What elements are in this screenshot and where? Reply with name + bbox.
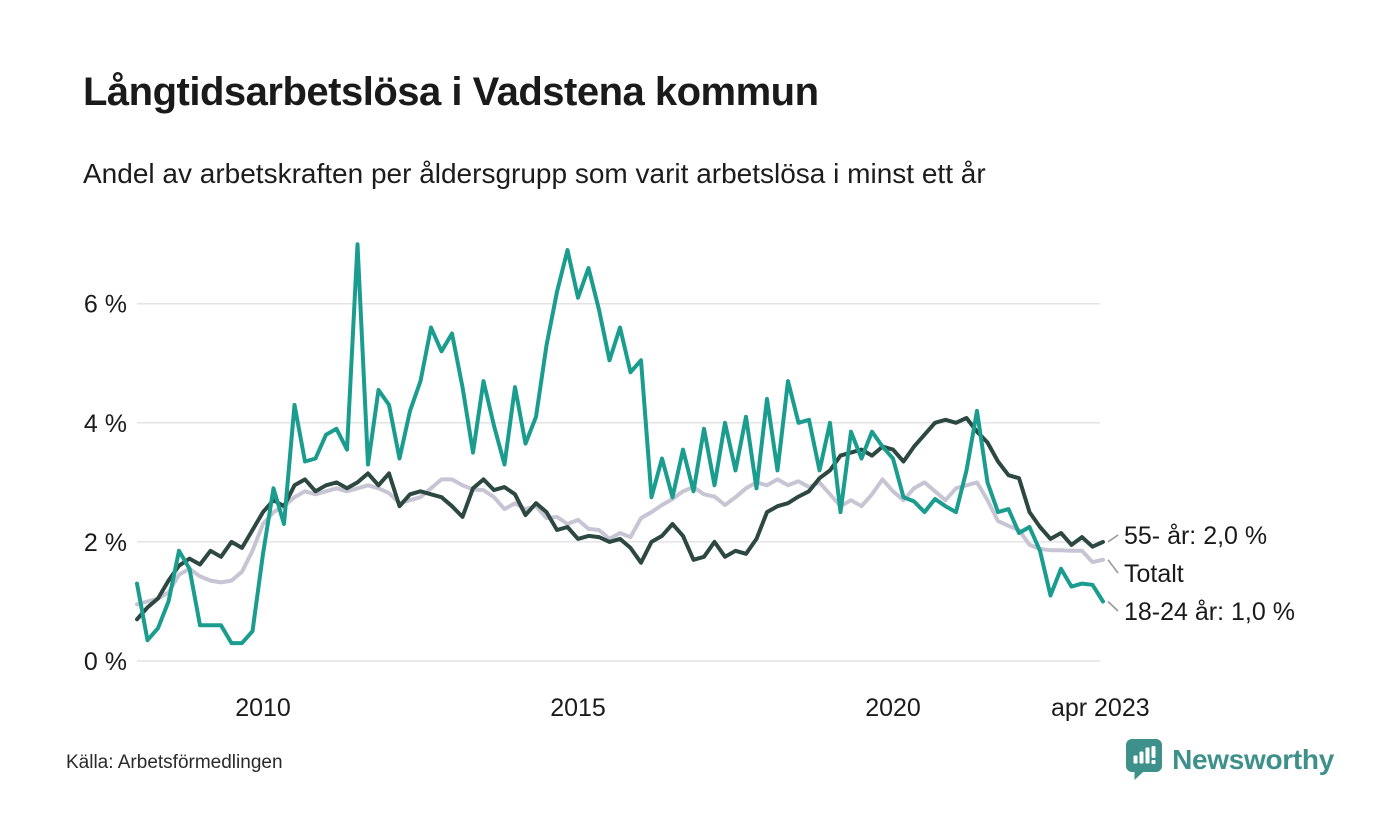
series-end-label-18-24-år: 18-24 år: 1,0 % [1124,598,1295,626]
series-line-55--år [135,416,1105,622]
series-line-Totalt [135,477,1105,607]
x-tick-label: 2020 [865,694,921,722]
annotation-connector [1107,600,1119,612]
x-tick-label: apr 2023 [1051,694,1150,722]
series-line-18-24-år [135,242,1105,646]
newsworthy-bubble-chart-icon [1126,739,1163,780]
newsworthy-wordmark: Newsworthy [1172,743,1334,775]
source-note: Källa: Arbetsförmedlingen [66,752,283,773]
x-tick-label: 2010 [235,694,291,722]
page-title: Långtidsarbetslösa i Vadstena kommun [83,70,819,114]
y-tick-label: 4 % [84,410,127,438]
annotation-connector [1107,559,1119,574]
y-tick-label: 6 % [84,291,127,319]
x-tick-label: 2015 [550,694,606,722]
y-tick-label: 0 % [84,648,127,676]
page-subtitle: Andel av arbetskraften per åldersgrupp s… [83,158,986,189]
newsworthy-logo[interactable]: Newsworthy [1125,738,1334,781]
series-end-label-Totalt: Totalt [1124,560,1184,588]
y-tick-label: 2 % [84,529,127,557]
annotation-connector [1107,534,1119,543]
series-end-label-55--år: 55- år: 2,0 % [1124,522,1267,550]
